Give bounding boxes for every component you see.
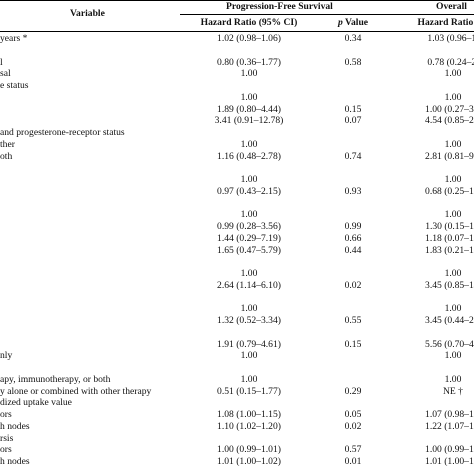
row-p-value: 0.01 (344, 456, 362, 467)
os-hr-ci-header: Hazard Ratio (95 (417, 17, 474, 28)
row-p-value: 0.29 (344, 385, 362, 397)
row-hazard-ratio: 1.91 (0.79–4.61) (217, 338, 281, 350)
hr-ci-header: Hazard Ratio (95% CI) (200, 17, 298, 28)
row-label: h nodes (0, 420, 30, 432)
row-hazard-ratio: 1.00 (240, 350, 258, 362)
top-rule (0, 0, 474, 1)
row-label: nly (0, 350, 13, 362)
row-label: e status (0, 80, 29, 91)
row-overall-hr: 1.00 (444, 174, 462, 185)
row-hazard-ratio: 1.00 (240, 209, 258, 221)
row-hazard-ratio: 3.41 (0.91–12.78) (214, 115, 284, 127)
row-overall-hr: 1.30 (0.15–11. (425, 221, 474, 232)
row-overall-hr: 1.18 (0.07–18. (425, 232, 474, 244)
row-p-value: 0.99 (344, 221, 362, 232)
row-label: ther (0, 138, 15, 150)
row-overall-hr: 1.01 (1.00–1.0 (425, 456, 474, 467)
variable-header: Variable (70, 8, 105, 19)
row-p-value: 0.44 (344, 244, 362, 256)
row-hazard-ratio: 0.97 (0.43–2.15) (217, 185, 281, 197)
row-label: l (0, 56, 3, 68)
row-p-value: 0.57 (344, 444, 362, 456)
row-overall-hr: 0.68 (0.25–1.8 (425, 185, 474, 197)
row-p-value: 0.02 (344, 420, 362, 432)
row-p-value: 0.15 (344, 338, 362, 350)
row-hazard-ratio: 1.65 (0.47–5.79) (217, 244, 281, 256)
row-overall-hr: 1.00 (444, 91, 462, 103)
row-overall-hr: 1.00 (444, 303, 462, 315)
row-label: h nodes (0, 456, 30, 467)
row-overall-hr: 1.22 (1.07–1.4 (425, 420, 474, 432)
row-p-value: 0.07 (344, 115, 362, 127)
row-overall-hr: 4.54 (0.85–24. (425, 115, 474, 127)
row-label: ors (0, 444, 12, 456)
row-p-value: 0.74 (344, 150, 362, 162)
p-value-rest: Value (342, 17, 369, 28)
group-rule (180, 14, 474, 15)
row-overall-hr: 1.00 (444, 350, 462, 362)
row-label: apy, immunotherapy, or both (0, 373, 111, 385)
row-overall-hr: 5.56 (0.70–44. (425, 338, 474, 350)
row-hazard-ratio: 0.80 (0.36–1.77) (217, 56, 281, 68)
row-label: ors (0, 409, 12, 420)
row-label: and progesterone-receptor status (0, 127, 125, 138)
header-rule (0, 31, 474, 32)
row-hazard-ratio: 0.99 (0.28–3.56) (217, 221, 281, 232)
row-overall-hr: 1.00 (444, 138, 462, 150)
row-hazard-ratio: 1.00 (240, 138, 258, 150)
row-p-value: 0.55 (344, 315, 362, 326)
row-overall-hr: 2.81 (0.81–9.7 (425, 150, 474, 162)
row-overall-hr: 1.00 (444, 68, 462, 80)
row-hazard-ratio: 1.10 (1.02–1.20) (217, 420, 281, 432)
row-overall-hr: 1.07 (0.98–1.1 (425, 409, 474, 420)
row-label: years * (0, 33, 28, 44)
row-overall-hr: 1.83 (0.21–15. (425, 244, 474, 256)
pfs-group-header: Progression-Free Survival (226, 1, 333, 12)
row-hazard-ratio: 1.89 (0.80–4.44) (217, 103, 281, 115)
row-hazard-ratio: 1.44 (0.29–7.19) (217, 232, 281, 244)
row-hazard-ratio: 1.00 (240, 174, 258, 185)
row-label: rsis (0, 432, 14, 444)
row-overall-hr: 1.03 (0.96–1. (427, 33, 474, 44)
row-overall-hr: 1.00 (444, 268, 462, 279)
row-label: oth (0, 150, 13, 162)
row-overall-hr: 1.00 (0.27–3.7 (425, 103, 474, 115)
p-value-p: p (337, 17, 343, 28)
row-overall-hr: 3.45 (0.44–27. (425, 315, 474, 326)
row-p-value: 0.66 (344, 232, 362, 244)
row-label: dized uptake value (0, 397, 72, 409)
row-hazard-ratio: 2.64 (1.14–6.10) (217, 279, 281, 291)
row-p-value: 0.15 (344, 103, 362, 115)
row-label: y alone or combined with other therapy (0, 385, 152, 397)
row-overall-hr: 3.45 (0.85–14. (425, 279, 474, 291)
row-hazard-ratio: 1.00 (240, 303, 258, 315)
p-value-header: p Value (328, 17, 378, 29)
row-p-value: 0.58 (344, 56, 362, 68)
row-p-value: 0.93 (344, 185, 362, 197)
row-overall-hr: 1.00 (444, 373, 462, 385)
row-hazard-ratio: 0.51 (0.15–1.77) (217, 385, 281, 397)
row-overall-hr: 1.00 (444, 209, 462, 221)
row-hazard-ratio: 1.01 (1.00–1.02) (217, 456, 281, 467)
row-hazard-ratio: 1.00 (0.99–1.01) (217, 444, 281, 456)
os-group-header: Overall (436, 1, 467, 12)
row-label: sal (0, 68, 11, 80)
row-hazard-ratio: 1.00 (240, 268, 258, 279)
row-hazard-ratio: 1.00 (240, 91, 258, 103)
row-p-value: 0.02 (344, 279, 362, 291)
row-hazard-ratio: 1.00 (240, 68, 258, 80)
row-overall-hr: 0.78 (0.24–2. (427, 56, 474, 68)
row-hazard-ratio: 1.16 (0.48–2.78) (217, 150, 281, 162)
row-p-value: 0.34 (344, 33, 362, 44)
row-p-value: 0.05 (344, 409, 362, 420)
row-hazard-ratio: 1.02 (0.98–1.06) (217, 33, 281, 44)
row-hazard-ratio: 1.08 (1.00–1.15) (217, 409, 281, 420)
row-hazard-ratio: 1.32 (0.52–3.34) (217, 315, 281, 326)
row-overall-hr: 1.00 (0.99–1.0 (425, 444, 474, 456)
row-hazard-ratio: 1.00 (240, 373, 258, 385)
row-overall-hr: NE † (443, 385, 463, 397)
